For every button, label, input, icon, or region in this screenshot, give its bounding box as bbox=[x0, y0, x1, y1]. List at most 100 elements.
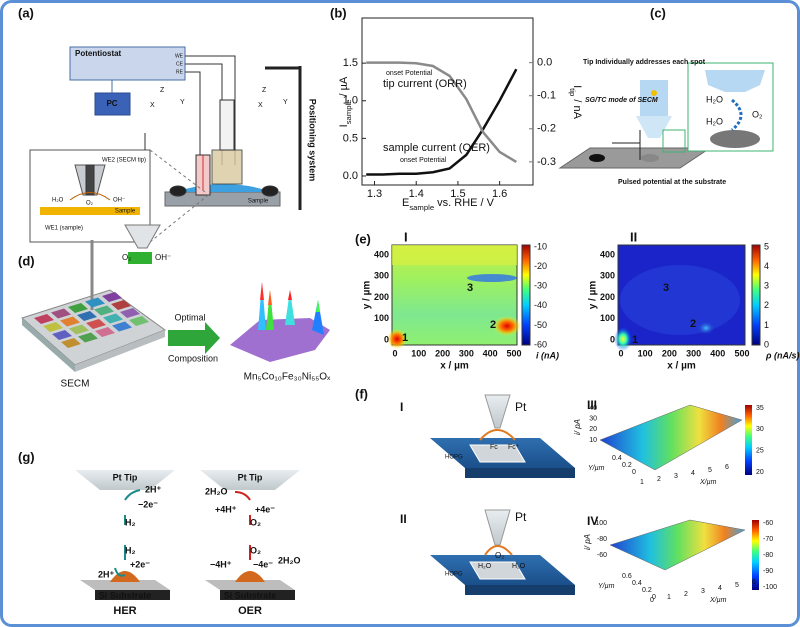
y2-tick-label: -0.3 bbox=[537, 156, 556, 168]
y2-tick-label: -0.1 bbox=[537, 90, 556, 102]
inset-label: WE1 (sample) bbox=[45, 226, 83, 232]
annotation: Tip Individually addresses each spot bbox=[583, 59, 706, 66]
y-tick-label: 1.5 bbox=[343, 57, 358, 69]
y-tick-label: 0.0 bbox=[343, 170, 358, 182]
sample-spot bbox=[77, 311, 97, 321]
y-axis-label: Y/µm bbox=[598, 583, 615, 590]
tip-label: Pt bbox=[515, 510, 527, 524]
y-tick-label: 200 bbox=[374, 292, 389, 302]
spot-label: 3 bbox=[663, 282, 669, 294]
x-tick-label: 1.4 bbox=[409, 188, 424, 200]
axis-letter: X bbox=[150, 102, 155, 109]
colorbar-tick: -90 bbox=[763, 568, 773, 575]
x-tick: 2 bbox=[657, 476, 661, 483]
colorbar-tick: -50 bbox=[534, 320, 547, 330]
panel-e-drawing bbox=[387, 244, 761, 351]
sample-spot bbox=[85, 297, 105, 308]
colorbar-tick: 35 bbox=[756, 405, 764, 412]
species: H₂O bbox=[706, 116, 723, 126]
x-tick: 4 bbox=[718, 585, 722, 592]
annotation: onset Potential bbox=[400, 157, 447, 164]
x-tick-label: 200 bbox=[662, 348, 677, 358]
annotation: Optimal bbox=[174, 312, 205, 322]
x-axis-label-part: sample bbox=[409, 203, 434, 212]
sample-spot bbox=[86, 319, 106, 329]
y-tick-label: 0.5 bbox=[343, 132, 358, 144]
colorbar-tick: 0 bbox=[764, 339, 769, 349]
sample-label: Sample bbox=[248, 199, 269, 205]
species: +2e⁻ bbox=[130, 559, 150, 569]
x-tick: 0 bbox=[650, 597, 654, 604]
z-axis-label: i/ pA bbox=[573, 419, 582, 435]
annotation: onset Potential bbox=[386, 70, 433, 77]
colorbar-tick: 4 bbox=[764, 261, 769, 271]
tip-label: Pt bbox=[515, 400, 527, 414]
panel-f-drawing bbox=[430, 394, 759, 595]
colorbar-tick: -70 bbox=[763, 536, 773, 543]
colorbar-label: ρ (nA/s) bbox=[765, 350, 799, 360]
x-axis-label: x / µm bbox=[667, 361, 696, 372]
species: 2H₂O bbox=[278, 555, 301, 565]
y-tick: 0.4 bbox=[632, 580, 642, 587]
subpanel: III bbox=[587, 398, 597, 412]
y-axis-label: y / µm bbox=[588, 281, 599, 310]
x-tick: 3 bbox=[674, 473, 678, 480]
pc-label: PC bbox=[106, 99, 117, 108]
sample-spot bbox=[78, 332, 98, 343]
x-tick-label: 0 bbox=[392, 348, 397, 358]
y2-axis-label-part: / nA bbox=[571, 96, 583, 119]
colorbar-tick: 3 bbox=[764, 281, 769, 291]
colorbar-tick: 30 bbox=[756, 426, 764, 433]
z-tick: -60 bbox=[597, 552, 607, 559]
y-tick-label: 0 bbox=[610, 334, 615, 344]
y-axis-label-part: I bbox=[338, 124, 350, 127]
y-tick: 0 bbox=[632, 469, 636, 476]
x-tick-label: 1.5 bbox=[450, 188, 465, 200]
x-tick: 3 bbox=[701, 588, 705, 595]
x-tick-label: 200 bbox=[435, 348, 450, 358]
y-tick: 0.2 bbox=[622, 462, 632, 469]
species: O₂ bbox=[752, 109, 763, 119]
annotation: SG/TC mode of SECM bbox=[585, 97, 658, 104]
species: +4e⁻ bbox=[255, 504, 275, 514]
annotation: Pulsed potential at the substrate bbox=[618, 179, 726, 186]
tip-label: Pt Tip bbox=[113, 472, 138, 482]
z-tick: 20 bbox=[589, 426, 597, 433]
species: O₂ bbox=[495, 551, 504, 560]
z-tick: 40 bbox=[589, 405, 597, 412]
species: +4H⁺ bbox=[215, 504, 237, 514]
colorbar-tick: -20 bbox=[534, 261, 547, 271]
y-tick: 0.4 bbox=[612, 455, 622, 462]
panel-label: (f) bbox=[355, 386, 368, 401]
species: H₂ bbox=[125, 545, 136, 555]
sample-spot bbox=[60, 316, 80, 327]
inset-label: H₂O bbox=[52, 198, 64, 204]
x-tick-label: 100 bbox=[638, 348, 653, 358]
x-axis-label: Esample vs. RHE / V bbox=[402, 197, 495, 212]
colorbar-tick: -60 bbox=[763, 520, 773, 527]
species: Fc⁺ bbox=[508, 444, 520, 451]
panel-label: (a) bbox=[18, 5, 34, 20]
subpanel: I bbox=[400, 400, 403, 414]
y-tick-label: 200 bbox=[600, 292, 615, 302]
substrate-label: Si Substrate bbox=[99, 590, 152, 600]
axis-letter: Y bbox=[283, 99, 288, 106]
subpanel: II bbox=[400, 512, 407, 526]
y-axis-label-part: / µA bbox=[338, 76, 350, 100]
port-label: CE bbox=[176, 61, 184, 67]
species: H₂O bbox=[706, 94, 723, 104]
colorbar-tick: 1 bbox=[764, 320, 769, 330]
species: H₂ bbox=[125, 517, 136, 527]
sample-spot bbox=[68, 303, 88, 313]
colorbar-label: i (nA) bbox=[536, 350, 559, 360]
sample-spot bbox=[111, 300, 131, 310]
caption: Mn₅Co₁₀Fe₃₀Ni₅₅Oₓ bbox=[244, 372, 331, 383]
y-tick-label: 400 bbox=[374, 249, 389, 259]
x-tick-label: 300 bbox=[459, 348, 474, 358]
species: −4e⁻ bbox=[253, 559, 273, 569]
x-tick: 4 bbox=[691, 470, 695, 477]
y-axis-label: y / µm bbox=[362, 281, 373, 310]
x-tick-label: 500 bbox=[734, 348, 749, 358]
sample-spot bbox=[51, 308, 71, 319]
x-tick: 2 bbox=[684, 591, 688, 598]
